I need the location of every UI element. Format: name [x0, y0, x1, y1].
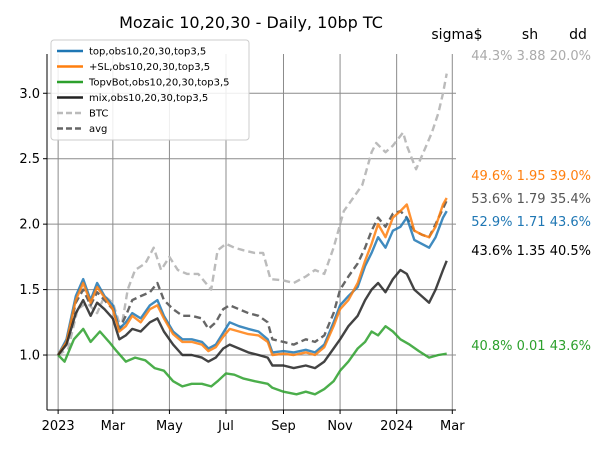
series-layer	[57, 73, 448, 396]
y-tick-label: 2.0	[19, 218, 40, 233]
series-line-2	[57, 325, 447, 396]
series-line-3	[57, 260, 448, 370]
legend: top,obs10,20,30,top3,5 +SL,obs10,20,30,to…	[50, 39, 250, 141]
x-tick-label: 2023	[42, 419, 75, 434]
series-end-label: 52.9% 1.71 43.6%	[471, 215, 591, 230]
x-tick-label: Mar	[440, 419, 465, 434]
x-tick-label: Jul	[217, 419, 234, 434]
y-tick-label: 1.5	[19, 283, 40, 298]
series-end-label: 49.6% 1.95 39.0%	[471, 169, 591, 184]
stats-header: sigma$ sh dd	[431, 27, 586, 43]
stat-header-sigma: sigma$	[431, 27, 482, 43]
legend-label: TopvBot,obs10,20,30,top3,5	[88, 78, 230, 89]
x-tick-label: 2024	[380, 419, 413, 434]
x-tick-label: May	[156, 419, 183, 434]
stat-header-drawdown: dd	[569, 27, 587, 43]
series-line-1	[57, 197, 448, 357]
series-end-label: 53.6% 1.79 35.4%	[471, 192, 591, 207]
y-tick-label: 1.0	[19, 349, 40, 364]
legend-label: +SL,obs10,20,30,top3,5	[89, 62, 210, 73]
y-tick-label: 2.5	[19, 152, 40, 167]
ticks: 2023 Mar May Jul Sep Nov 2024 Mar 1.0 1.5 2.0 2.5 3.…	[19, 87, 465, 434]
legend-label: avg	[89, 124, 107, 135]
legend-frame	[50, 39, 250, 141]
axes	[46, 54, 456, 411]
y-tick-label: 3.0	[19, 87, 40, 102]
series-line-0	[57, 210, 448, 356]
series-line-4	[57, 73, 448, 357]
stat-header-sharpe: sh	[522, 27, 538, 43]
series-end-labels: 52.9% 1.71 43.6% 49.6% 1.95 39.0% 40.8% 0.…	[471, 49, 591, 354]
legend-label: mix,obs10,20,30,top3,5	[89, 93, 208, 104]
x-tick-label: Sep	[271, 419, 296, 434]
x-tick-label: Nov	[327, 419, 353, 434]
legend-label: BTC	[89, 109, 108, 120]
legend-label: top,obs10,20,30,top3,5	[89, 47, 206, 58]
chart-title: Mozaic 10,20,30 - Daily, 10bp TC	[119, 13, 383, 32]
series-end-label: 43.6% 1.35 40.5%	[471, 244, 591, 259]
series-end-label: 44.3% 3.88 20.0%	[471, 49, 591, 64]
x-tick-label: Mar	[101, 419, 126, 434]
series-end-label: 40.8% 0.01 43.6%	[471, 339, 591, 354]
